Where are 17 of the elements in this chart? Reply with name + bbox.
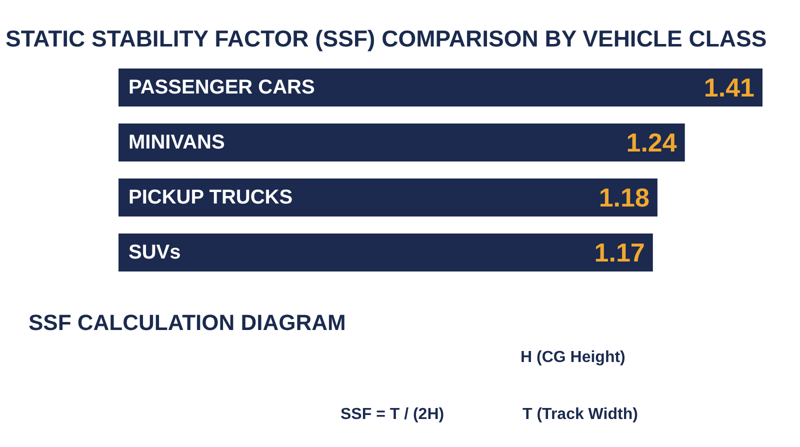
text: T (Track Width): [522, 406, 638, 423]
bar: [118, 68, 762, 106]
y-tick-label: PASSENGER CARS: [128, 76, 315, 98]
data-label: 1.41: [704, 72, 755, 102]
data-label: 1.18: [598, 182, 650, 212]
y-tick-label: SUVs: [128, 242, 181, 264]
data-label: 1.24: [626, 128, 678, 158]
bar: [118, 234, 653, 272]
text: SSF = T / (2H): [340, 406, 444, 423]
chart-title: STATIC STABILITY FACTOR (SSF) COMPARISON BY VEHICLE CLASS: [6, 26, 767, 52]
text: H (CG Height): [520, 349, 626, 366]
bar: [118, 124, 685, 162]
bar: [118, 178, 658, 216]
y-tick-label: PICKUP TRUCKS: [128, 186, 293, 208]
text: SSF CALCULATION DIAGRAM: [28, 310, 346, 335]
y-tick-label: MINIVANS: [128, 132, 225, 154]
data-label: 1.17: [594, 238, 645, 268]
